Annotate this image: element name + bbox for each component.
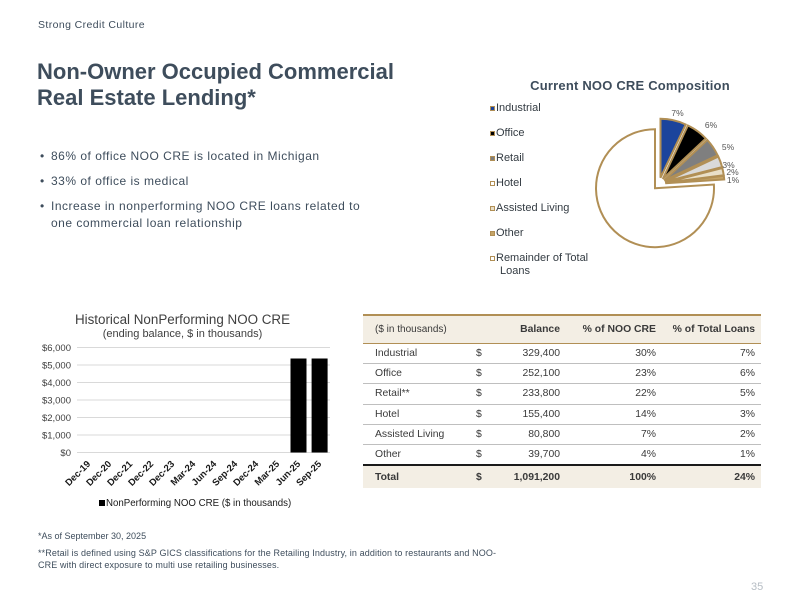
svg-text:$0: $0: [60, 448, 71, 459]
svg-text:6%: 6%: [705, 120, 718, 130]
svg-text:NonPerforming NOO CRE ($ in th: NonPerforming NOO CRE ($ in thousands): [106, 498, 291, 509]
svg-text:1%: 1%: [727, 175, 740, 185]
svg-text:$5,000: $5,000: [42, 360, 71, 371]
svg-text:$3,000: $3,000: [42, 395, 71, 406]
svg-text:$4,000: $4,000: [42, 378, 71, 389]
svg-text:3%: 3%: [722, 160, 735, 170]
svg-text:7%: 7%: [671, 108, 684, 118]
svg-text:5%: 5%: [722, 142, 735, 152]
svg-text:2%: 2%: [726, 167, 739, 177]
svg-text:$6,000: $6,000: [42, 343, 71, 354]
svg-text:$1,000: $1,000: [42, 430, 71, 441]
svg-text:$2,000: $2,000: [42, 413, 71, 424]
